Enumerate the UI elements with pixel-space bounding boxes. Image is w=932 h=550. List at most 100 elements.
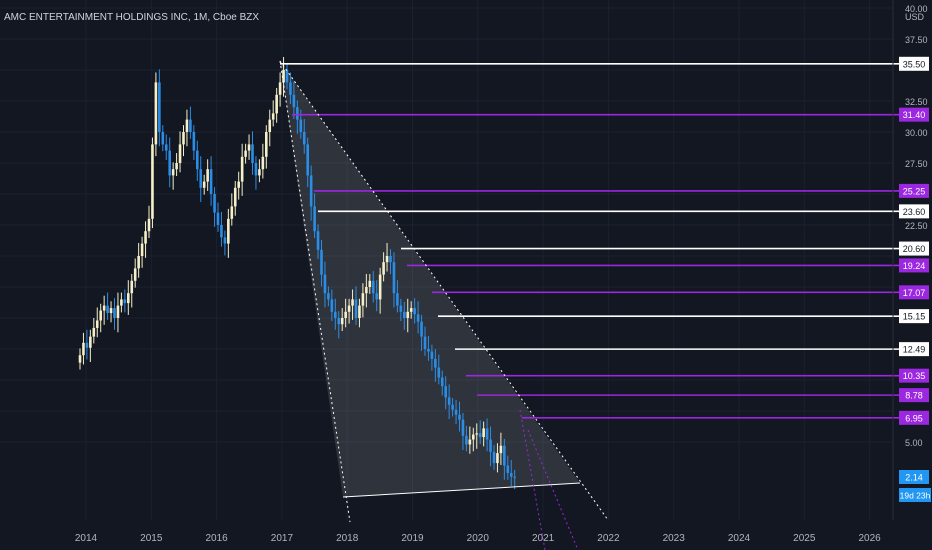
candle-body: [202, 181, 206, 188]
candle-body: [99, 310, 102, 321]
chart-title: AMC ENTERTAINMENT HOLDINGS INC, 1M, Cboe…: [4, 12, 259, 23]
candle-body: [230, 206, 234, 219]
currency-label: USD: [905, 12, 925, 22]
candle-body: [399, 305, 403, 312]
wedge-base-line[interactable]: [342, 482, 581, 498]
level-price-label: 6.95: [905, 413, 923, 423]
candle-body: [316, 231, 320, 250]
level-price-label: 17.07: [903, 288, 926, 298]
level-price-label: 35.50: [903, 59, 926, 69]
x-tick-label: 2017: [271, 533, 294, 544]
y-tick-label: 27.50: [905, 159, 928, 169]
candle-body: [223, 237, 227, 244]
y-tick-label: 32.50: [905, 97, 928, 107]
candle-body: [461, 419, 465, 436]
candle-body: [102, 305, 106, 311]
candle-body: [271, 113, 275, 120]
level-price-badge: [899, 410, 929, 425]
candle-body: [403, 311, 406, 318]
candle-body: [351, 299, 354, 306]
trend-lines: [279, 60, 609, 550]
candle-body: [175, 163, 178, 170]
candle-body: [133, 268, 137, 281]
time-axis[interactable]: 2014 2015 2016 2017 2018 2019 2020 2021 2022 2023…: [75, 533, 881, 544]
candle-body: [182, 132, 185, 145]
candle-body: [168, 150, 171, 176]
candle-body: [406, 311, 410, 318]
level-price-badge: [899, 56, 929, 71]
level-price-badge: [899, 241, 929, 256]
countdown-label: 19d 23h: [900, 491, 931, 501]
x-tick-label: 2024: [728, 533, 751, 544]
candle-body: [240, 156, 244, 182]
y-tick-label: 22.50: [905, 221, 928, 231]
level-price-label: 31.40: [903, 110, 926, 120]
candle-body: [213, 194, 216, 213]
candle-body: [227, 218, 230, 244]
candle-body: [89, 336, 92, 348]
candle-body: [292, 94, 296, 108]
candle-body: [478, 433, 482, 438]
candle-body: [285, 70, 289, 83]
level-price-badge: [899, 309, 929, 324]
candle-body: [485, 428, 489, 440]
candle-body: [116, 305, 120, 318]
candle-body: [454, 409, 458, 415]
x-tick-label: 2022: [597, 533, 620, 544]
x-tick-label: 2018: [336, 533, 359, 544]
last-price-badge: [899, 470, 929, 484]
candle-body: [151, 144, 154, 219]
level-price-badge: [899, 368, 929, 383]
candle-body: [189, 119, 192, 132]
candle-body: [233, 187, 237, 207]
candle-body: [389, 256, 392, 263]
candle-body: [120, 299, 123, 306]
candle-body: [109, 308, 113, 314]
level-price-badge: [899, 285, 929, 300]
candle-body: [309, 175, 313, 207]
level-price-label: 10.35: [903, 371, 926, 381]
x-tick-label: 2023: [663, 533, 686, 544]
candle-body: [420, 321, 423, 337]
candle-body: [368, 280, 372, 287]
candle-body: [396, 293, 399, 306]
candle-body: [382, 262, 385, 275]
candle-body: [164, 144, 168, 151]
candle-body: [496, 453, 499, 464]
candle-body: [140, 243, 144, 256]
candle-body: [244, 150, 247, 157]
candle-body: [375, 293, 378, 300]
candle-body: [437, 367, 441, 378]
candle-body: [113, 308, 116, 318]
candle-body: [220, 225, 223, 238]
purple-trendline[interactable]: [527, 429, 579, 550]
candle-body: [137, 256, 140, 269]
candle-body: [468, 439, 472, 445]
candle-body: [237, 181, 240, 188]
candle-body: [296, 107, 299, 120]
candle-body: [378, 274, 382, 300]
candle-body: [106, 305, 109, 314]
level-price-label: 15.15: [903, 312, 926, 322]
candle-body: [261, 156, 265, 170]
purple-trendline[interactable]: [519, 409, 546, 550]
candle-body: [365, 287, 368, 294]
candle-body: [440, 377, 444, 387]
candle-body: [416, 314, 420, 322]
candle-body: [265, 132, 268, 157]
candle-body: [358, 305, 361, 318]
candle-body: [423, 336, 427, 349]
candle-body: [302, 132, 306, 145]
level-price-badge: [899, 107, 929, 122]
upper-trendline[interactable]: [279, 60, 609, 521]
candle-body: [427, 349, 430, 352]
candle-body: [337, 318, 341, 325]
level-price-badge: [899, 388, 929, 403]
candle-body: [209, 169, 213, 194]
candle-body: [434, 358, 437, 368]
candle-body: [371, 280, 375, 294]
candle-body: [344, 311, 347, 318]
price-axis[interactable]: 40.00 37.50 32.50 30.00 27.50 22.50 5.00 2.14 19…: [899, 4, 931, 502]
x-tick-label: 2016: [205, 533, 228, 544]
